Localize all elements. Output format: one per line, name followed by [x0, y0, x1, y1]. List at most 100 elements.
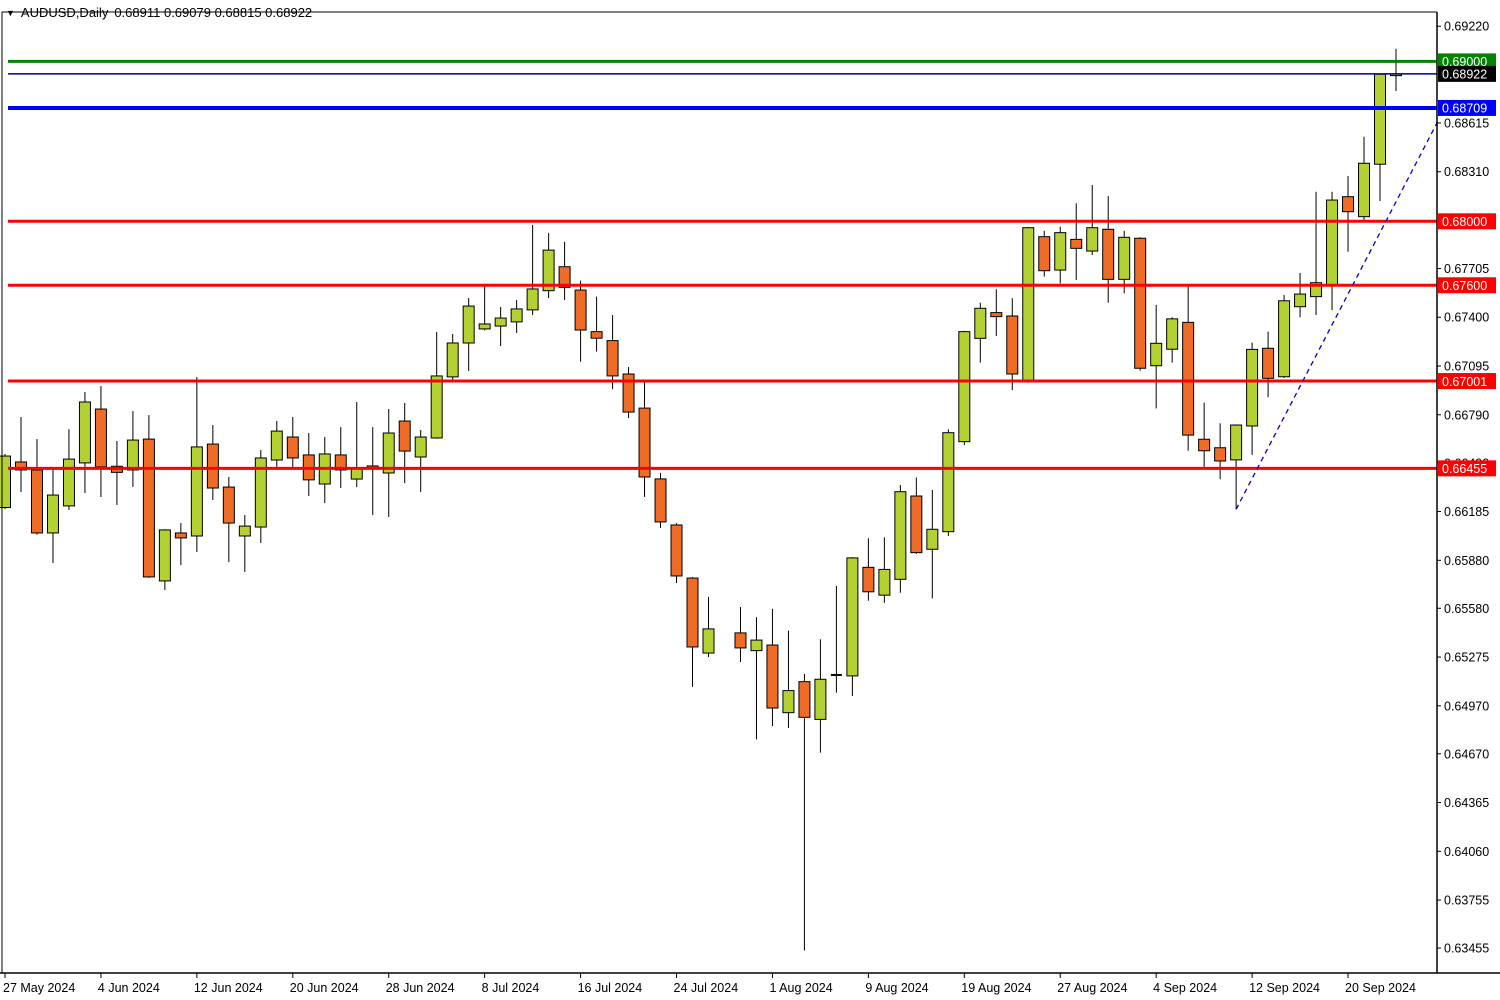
candle-body	[558, 266, 571, 288]
candle-body	[1038, 236, 1051, 272]
price-badge-0.66455	[1438, 460, 1496, 477]
candle-body	[702, 628, 715, 654]
candle-body	[1262, 347, 1275, 379]
y-tick-label: 0.69220	[1444, 20, 1489, 34]
price-badge-label: 0.68709	[1442, 102, 1487, 116]
candle-body	[510, 308, 523, 323]
candle-body	[1374, 73, 1387, 165]
y-tick-label: 0.64365	[1444, 796, 1489, 810]
candle-body	[30, 469, 43, 534]
price-badge-0.67600	[1438, 277, 1496, 294]
candle-body	[62, 458, 75, 507]
candle-body	[1054, 232, 1067, 271]
x-tick-label: 4 Jun 2024	[98, 981, 160, 995]
price-badge-0.67001	[1438, 373, 1496, 390]
y-tick-label: 0.66790	[1444, 408, 1489, 422]
candle-body	[526, 288, 539, 311]
x-tick-label: 1 Aug 2024	[769, 981, 832, 995]
candle-body	[190, 446, 203, 537]
candle-body	[622, 373, 635, 413]
candle-body	[846, 557, 859, 677]
y-tick-label: 0.64670	[1444, 747, 1489, 761]
y-tick-label: 0.63755	[1444, 894, 1489, 908]
x-tick-label: 4 Sep 2024	[1153, 981, 1217, 995]
x-tick-label: 20 Sep 2024	[1345, 981, 1416, 995]
y-tick-label: 0.67705	[1444, 262, 1489, 276]
candle-body	[478, 323, 491, 330]
x-tick-label: 27 May 2024	[3, 981, 75, 995]
candle-body	[1326, 199, 1339, 287]
candle-body	[1070, 238, 1083, 249]
x-tick-label: 8 Jul 2024	[482, 981, 540, 995]
symbol-period-label: AUDUSD,Daily	[20, 5, 109, 20]
candle-body	[1166, 318, 1179, 350]
candle-body	[1246, 348, 1259, 427]
ohlc-quote-label: 0.68911 0.69079 0.68815 0.68922	[114, 5, 313, 20]
candle-body	[174, 532, 187, 539]
candle-body	[654, 478, 667, 523]
candle-body	[974, 307, 987, 339]
candle-body	[1022, 227, 1035, 383]
candle-body	[1198, 438, 1211, 452]
candle-body	[78, 401, 91, 464]
candle-body	[990, 312, 1003, 318]
x-tick-label: 16 Jul 2024	[578, 981, 643, 995]
candle-body	[462, 305, 475, 344]
candle-body	[670, 524, 683, 577]
price-badge-label: 0.66455	[1442, 462, 1487, 476]
candle-body	[926, 528, 939, 550]
candle-body	[1278, 300, 1291, 378]
candle-body	[750, 639, 763, 652]
candle-body	[158, 529, 171, 582]
candle-body	[142, 438, 155, 578]
candle-body	[574, 289, 587, 331]
price-badge-label: 0.67600	[1442, 279, 1487, 293]
candle-body	[878, 568, 891, 596]
candle-body	[238, 525, 251, 537]
y-tick-label: 0.68310	[1444, 165, 1489, 179]
y-tick-label: 0.65880	[1444, 554, 1489, 568]
candle-body	[1342, 196, 1355, 213]
x-tick-label: 9 Aug 2024	[865, 981, 928, 995]
candle-body	[542, 249, 555, 292]
y-tick-label: 0.64060	[1444, 845, 1489, 859]
candle-body	[1294, 293, 1307, 308]
candle-body	[494, 317, 507, 327]
chart-title: ▼ AUDUSD,Daily 0.68911 0.69079 0.68815 0.6…	[6, 5, 312, 20]
y-tick-label: 0.66185	[1444, 505, 1489, 519]
candle-body	[414, 436, 427, 458]
x-tick-label: 20 Jun 2024	[290, 981, 359, 995]
price-badge-0.68922	[1438, 65, 1496, 82]
x-tick-label: 24 Jul 2024	[674, 981, 739, 995]
price-badge-label: 0.69000	[1442, 55, 1487, 69]
candle-body	[814, 678, 827, 720]
price-badge-0.68709	[1438, 99, 1496, 116]
price-badge-label: 0.68922	[1442, 68, 1487, 82]
price-badge-label: 0.67001	[1442, 375, 1487, 389]
symbol-dropdown-icon: ▼	[6, 8, 15, 18]
candle-body	[1230, 424, 1243, 461]
x-tick-label: 19 Aug 2024	[961, 981, 1031, 995]
x-tick-label: 27 Aug 2024	[1057, 981, 1127, 995]
candle-body	[942, 432, 955, 533]
y-tick-label: 0.67400	[1444, 311, 1489, 325]
candle-body	[398, 420, 411, 452]
trendline[interactable]	[1235, 122, 1438, 510]
y-tick-label: 0.68615	[1444, 116, 1489, 130]
candle-body	[1214, 447, 1227, 462]
y-tick-label: 0.63455	[1444, 942, 1489, 956]
candle-body	[334, 454, 347, 471]
candle-body	[222, 486, 235, 524]
candle-body	[1150, 342, 1163, 367]
candle-body	[798, 681, 811, 718]
candle-body	[1134, 237, 1147, 369]
candle-body	[894, 491, 907, 580]
candle-body	[766, 644, 779, 709]
x-tick-label: 12 Sep 2024	[1249, 981, 1320, 995]
candle-body	[0, 455, 11, 509]
candle-body	[1182, 321, 1195, 436]
candle-body	[1086, 227, 1099, 252]
candle-body	[862, 566, 875, 593]
